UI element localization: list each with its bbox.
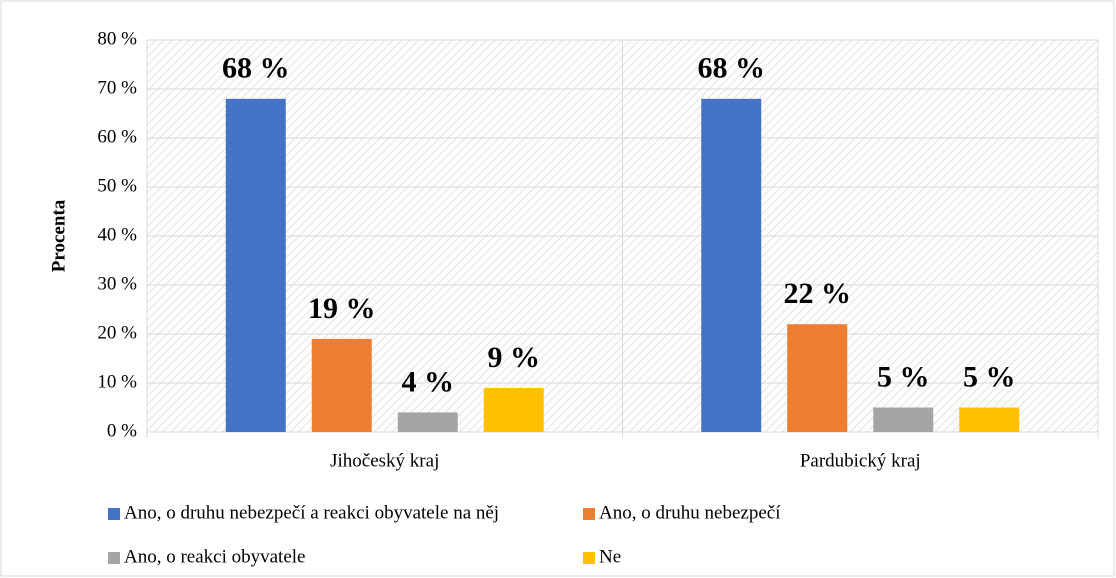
bar xyxy=(311,338,372,432)
data-label: 22 % xyxy=(784,277,852,310)
y-tick-label: 30 % xyxy=(97,273,137,294)
data-label: 5 % xyxy=(877,360,930,393)
data-label: 4 % xyxy=(402,365,455,398)
y-tick-label: 20 % xyxy=(97,322,137,343)
legend-label: Ano, o druhu nebezpečí xyxy=(599,502,781,523)
legend-label: Ne xyxy=(599,546,621,567)
bar xyxy=(483,387,544,432)
y-tick-label: 40 % xyxy=(97,224,137,245)
data-label: 19 % xyxy=(308,292,376,325)
legend-label: Ano, o reakci obyvatele xyxy=(124,546,305,567)
y-tick-label: 10 % xyxy=(97,371,137,392)
legend-label: Ano, o druhu nebezpečí a reakci obyvatel… xyxy=(124,502,499,523)
y-axis-label: Procenta xyxy=(48,199,69,272)
legend-swatch xyxy=(583,552,595,564)
y-tick-label: 50 % xyxy=(97,175,137,196)
legend-swatch xyxy=(108,552,120,564)
legend-swatch xyxy=(108,508,120,520)
data-label: 68 % xyxy=(698,52,766,85)
bar xyxy=(225,98,286,433)
bar xyxy=(701,98,762,433)
bar xyxy=(787,324,848,432)
y-tick-label: 60 % xyxy=(97,126,137,147)
bar xyxy=(959,407,1020,432)
data-label: 68 % xyxy=(222,52,290,85)
data-label: 9 % xyxy=(488,341,541,374)
x-tick-label: Jihočeský kraj xyxy=(330,450,439,471)
y-tick-label: 70 % xyxy=(97,77,137,98)
legend-swatch xyxy=(583,508,595,520)
x-tick-label: Pardubický kraj xyxy=(800,450,921,471)
bar xyxy=(397,412,458,432)
data-label: 5 % xyxy=(963,360,1016,393)
y-tick-label: 0 % xyxy=(107,420,137,441)
y-tick-label: 80 % xyxy=(97,28,137,49)
bar xyxy=(873,407,934,432)
